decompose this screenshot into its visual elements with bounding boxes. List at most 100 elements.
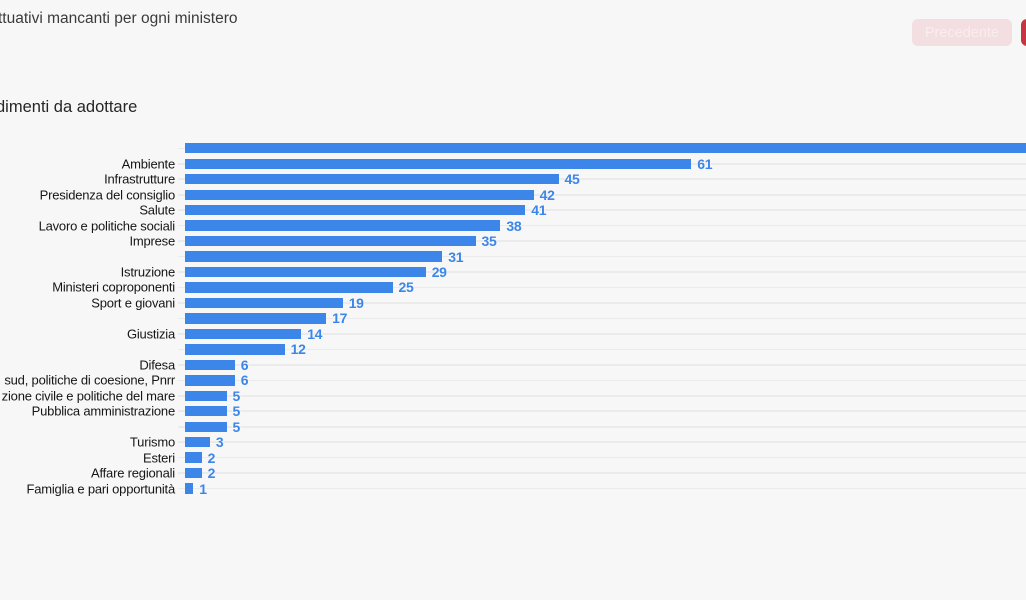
chart-row: 31 <box>0 248 1026 265</box>
row-gridline <box>178 302 1026 304</box>
row-label: Difesa <box>139 357 175 373</box>
bar <box>185 359 235 371</box>
row-gridline <box>178 209 1026 211</box>
row-label: Sport e giovani <box>91 295 175 311</box>
previous-button[interactable]: Precedente <box>911 19 1012 46</box>
bar-value-label: 5 <box>232 418 241 435</box>
bar <box>185 174 559 185</box>
next-button[interactable] <box>1021 19 1026 46</box>
chart-row: Esteri 2 <box>0 449 1026 466</box>
row-gridline <box>178 193 1026 196</box>
bar <box>185 421 227 432</box>
bar <box>185 375 235 386</box>
row-gridline <box>178 271 1026 273</box>
bar-value-label: 6 <box>240 356 249 373</box>
chart-row: Presidenza del consiglio 42 <box>0 186 1026 203</box>
bar <box>185 266 426 278</box>
bar-value-label: 17 <box>332 310 348 327</box>
chart-row: Famiglia e pari opportunità 1 <box>0 481 1026 497</box>
bar <box>185 204 526 216</box>
bar <box>185 390 227 401</box>
row-label: Salute <box>139 202 175 218</box>
bar-value-label: 14 <box>307 325 323 342</box>
bar <box>185 143 1026 154</box>
bar-value-label: 3 <box>215 434 224 451</box>
chart-row: Ministeri coproponenti 25 <box>0 279 1026 295</box>
bar <box>185 220 501 231</box>
row-label: Presidenza del consiglio <box>39 187 176 203</box>
chart-row: Giustizia 14 <box>0 325 1026 342</box>
row-gridline <box>178 425 1026 428</box>
bar <box>185 251 443 262</box>
row-gridline <box>178 240 1026 242</box>
chart-row: Salute 41 <box>0 202 1026 219</box>
row-label: zione civile e politiche del mare <box>1 388 176 404</box>
row-label: Imprese <box>129 233 175 249</box>
chart-row: 5 <box>0 418 1026 435</box>
row-gridline <box>178 317 1026 320</box>
bar <box>185 483 194 494</box>
chart-row: Sport e giovani 19 <box>0 294 1026 311</box>
row-label: Turismo <box>129 434 175 450</box>
bar-value-label: 6 <box>240 372 249 389</box>
row-label: Istruzione <box>120 264 176 280</box>
chart-row: Affare regionali 2 <box>0 465 1026 482</box>
chart-row: Lavoro e politiche sociali 38 <box>0 217 1026 234</box>
row-label: Esteri <box>142 450 175 466</box>
row-gridline <box>178 379 1026 382</box>
row-gridline <box>178 487 1026 490</box>
bar <box>185 282 393 293</box>
chart-row: Ambiente 61 <box>0 155 1026 172</box>
bar <box>185 297 343 309</box>
chart-row: Turismo 3 <box>0 434 1026 451</box>
chart-row: 17 <box>0 310 1026 327</box>
bar <box>185 344 285 355</box>
chart-row: 12 <box>0 341 1026 358</box>
bar-value-label: 31 <box>448 248 464 265</box>
bar <box>185 467 202 479</box>
row-gridline <box>178 472 1026 474</box>
bar <box>185 452 202 463</box>
chart-row: Difesa 6 <box>0 356 1026 373</box>
chart-row: Infrastrutture 45 <box>0 171 1026 188</box>
bar-value-label: 45 <box>564 171 580 188</box>
bar-value-label: 61 <box>697 155 713 172</box>
chart-subtitle: dimenti da adottare <box>0 98 138 116</box>
chart-row: Istruzione 29 <box>0 263 1026 280</box>
row-gridline <box>178 441 1026 443</box>
bar <box>185 437 210 448</box>
chart-row: , sud, politiche di coesione, Pnrr 6 <box>0 372 1026 389</box>
row-label: Ambiente <box>121 156 176 172</box>
chart-row: zione civile e politiche del mare 5 <box>0 387 1026 404</box>
row-gridline <box>178 456 1026 459</box>
bar <box>185 313 327 324</box>
row-gridline <box>178 255 1026 258</box>
chart-row <box>0 141 1026 156</box>
bar-value-label: 2 <box>207 449 216 466</box>
row-gridline <box>178 286 1026 289</box>
row-label: Giustizia <box>126 326 175 342</box>
bar-chart: Ambiente 61 Infrastrutture 45 Presidenza del… <box>0 141 1026 497</box>
row-label: Famiglia e pari opportunità <box>26 481 175 497</box>
row-label: , sud, politiche di coesione, Pnrr <box>0 372 175 388</box>
bar-value-label: 42 <box>539 186 555 203</box>
page-title: ttuativi mancanti per ogni ministero <box>0 10 238 27</box>
bar-value-label: 12 <box>290 341 306 358</box>
chart-row: Pubblica amministrazione 5 <box>0 403 1026 419</box>
row-gridline <box>178 333 1026 335</box>
bar <box>185 189 534 200</box>
bar-value-label: 2 <box>207 465 216 482</box>
row-label: Infrastrutture <box>104 171 175 187</box>
bar-value-label: 41 <box>531 202 547 219</box>
bar-value-label: 19 <box>348 294 364 311</box>
row-label: Ministeri coproponenti <box>52 279 175 295</box>
row-label: Affare regionali <box>90 465 175 481</box>
row-gridline <box>178 224 1026 227</box>
chart-row: Imprese 35 <box>0 233 1026 249</box>
bar <box>185 235 476 247</box>
bar-value-label: 5 <box>232 387 241 404</box>
bar-value-label: 38 <box>506 217 522 234</box>
bar-value-label: 29 <box>431 263 447 280</box>
row-gridline <box>178 395 1026 397</box>
bar <box>185 158 692 169</box>
